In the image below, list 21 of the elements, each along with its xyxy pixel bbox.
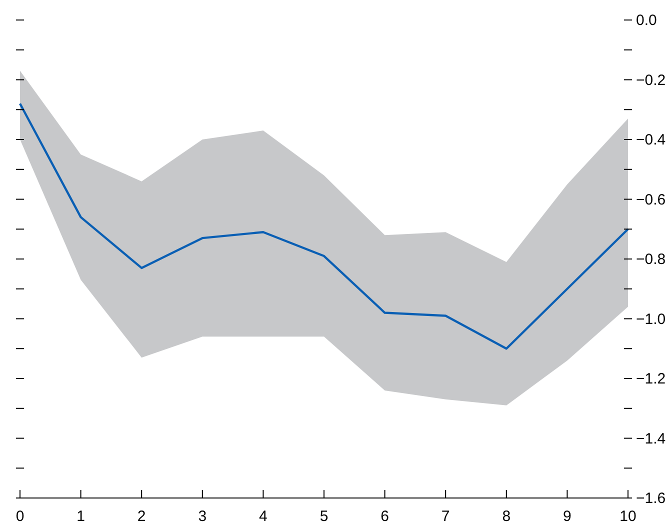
x-tick-label: 9 xyxy=(563,508,572,525)
line-series xyxy=(18,102,630,350)
y-tick-label: −1.6 xyxy=(636,490,666,507)
y-tick-label: −0.8 xyxy=(636,251,666,268)
y-tick-label: −1.2 xyxy=(636,370,666,388)
x-tick-label: 3 xyxy=(198,508,207,525)
x-tick-label: 6 xyxy=(380,508,389,525)
x-tick-label: 1 xyxy=(76,508,85,525)
x-tick-label: 8 xyxy=(502,508,511,525)
y-tick-label: 0.0 xyxy=(636,12,657,29)
y-tick-label: −0.6 xyxy=(636,191,666,208)
y-tick-label: −0.4 xyxy=(636,132,666,148)
x-tick-label: 0 xyxy=(16,508,24,525)
x-tick-label: 5 xyxy=(320,508,328,525)
y-tick-label: −1.0 xyxy=(636,310,666,328)
y-tick-label: −1.4 xyxy=(636,430,666,448)
y-tick-label: −0.2 xyxy=(636,72,666,89)
x-tick-label: 2 xyxy=(137,508,146,525)
x-tick-label: 10 xyxy=(620,508,636,525)
x-tick-label: 7 xyxy=(441,508,450,525)
x-tick-label: 4 xyxy=(259,508,268,525)
